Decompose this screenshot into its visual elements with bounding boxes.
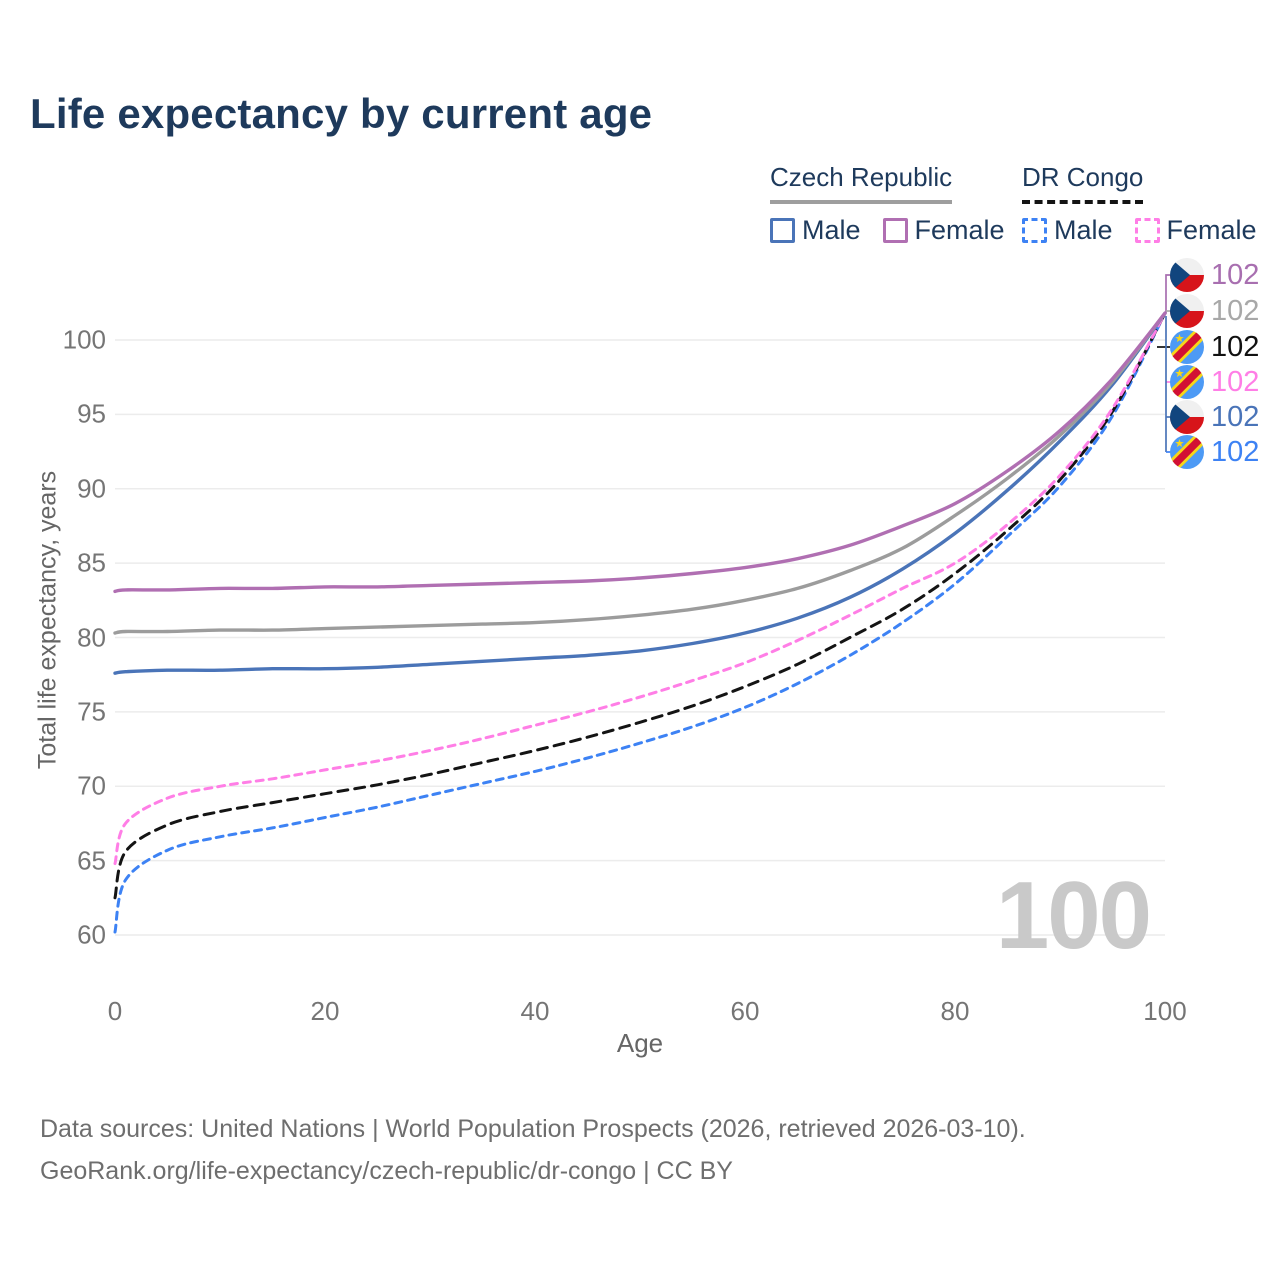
congo-female-checkbox[interactable]	[1134, 218, 1160, 243]
series-line-dr-congo-female[interactable]	[113, 311, 1167, 866]
y-axis-tick-label: 80	[77, 622, 106, 652]
series-end-label: 102	[1170, 258, 1259, 292]
series-end-label: 102	[1170, 294, 1259, 328]
y-axis-tick-label: 60	[77, 919, 106, 950]
series-end-label: 102	[1170, 435, 1259, 469]
x-axis-title: Age	[616, 1028, 664, 1058]
czech-republic-flag-icon	[1170, 400, 1204, 434]
x-axis-tick-label: 0	[107, 996, 123, 1026]
series-line-czech-republic-male[interactable]	[113, 311, 1167, 675]
x-axis-tick-label: 80	[940, 996, 970, 1026]
page-title: Life expectancy by current age	[30, 90, 653, 137]
czech-republic-flag-icon	[1170, 258, 1204, 292]
series-end-label: 102	[1170, 330, 1259, 364]
end-label-value: 102	[1211, 295, 1260, 327]
legend-group-czech-republic: Czech Republic Male Female	[770, 162, 1005, 246]
dr-congo-flag-icon	[1170, 435, 1204, 469]
legend-item-label: Female	[1166, 215, 1257, 245]
x-axis-tick-label: 60	[730, 996, 760, 1026]
y-axis-tick-label: 100	[62, 324, 106, 355]
series-line-czech-republic-female[interactable]	[113, 311, 1167, 594]
dr-congo-flag-icon	[1170, 365, 1204, 399]
x-axis-tick-label: 100	[1143, 996, 1187, 1026]
y-axis-tick-label: 85	[77, 547, 106, 578]
dr-congo-flag-icon	[1170, 330, 1204, 364]
footer-data-sources: Data sources: United Nations | World Pop…	[40, 1115, 1026, 1143]
footer-attribution-link: GeoRank.org/life-expectancy/czech-republ…	[40, 1157, 733, 1185]
legend-item-congo-male[interactable]: Male	[1022, 215, 1113, 246]
series-end-label: 102	[1170, 400, 1259, 434]
y-axis-tick-label: 90	[77, 473, 106, 504]
y-axis-tick-label: 75	[77, 696, 106, 727]
legend-item-congo-female[interactable]: Female	[1134, 215, 1257, 246]
legend-item-label: Male	[1054, 215, 1113, 245]
footer: Data sources: United Nations | World Pop…	[40, 1108, 1026, 1192]
legend-item-czech-female[interactable]: Female	[882, 215, 1005, 246]
czech-male-checkbox[interactable]	[770, 218, 795, 243]
end-label-value: 102	[1211, 436, 1260, 468]
series-line-dr-congo-both-sexes[interactable]	[113, 311, 1167, 900]
legend-title-dr-congo: DR Congo	[1022, 162, 1144, 204]
legend-items-czech-republic: Male Female	[770, 215, 1005, 246]
legend-group-dr-congo: DR Congo Male Female	[1022, 162, 1257, 246]
y-axis-tick-label: 95	[77, 398, 106, 429]
czech-republic-flag-icon	[1170, 294, 1204, 328]
age-watermark: 100	[995, 862, 1152, 969]
series-end-label: 102	[1170, 365, 1259, 399]
legend-items-dr-congo: Male Female	[1022, 215, 1257, 246]
end-label-value: 102	[1211, 366, 1260, 398]
y-axis-tick-label: 70	[77, 770, 106, 801]
x-axis-tick-label: 40	[520, 996, 550, 1026]
end-label-value: 102	[1211, 401, 1260, 433]
congo-male-checkbox[interactable]	[1022, 218, 1047, 243]
series-line-dr-congo-male[interactable]	[113, 311, 1167, 934]
legend-item-czech-male[interactable]: Male	[770, 215, 861, 246]
end-label-value: 102	[1211, 259, 1260, 291]
czech-female-checkbox[interactable]	[882, 218, 908, 243]
legend-item-label: Female	[914, 215, 1005, 245]
y-axis-tick-label: 65	[77, 845, 106, 876]
legend-title-czech-republic: Czech Republic	[770, 162, 953, 204]
end-label-value: 102	[1211, 331, 1260, 363]
legend-item-label: Male	[802, 215, 861, 245]
x-axis-tick-label: 20	[310, 996, 340, 1026]
series-line-czech-republic-both-sexes[interactable]	[113, 311, 1167, 635]
